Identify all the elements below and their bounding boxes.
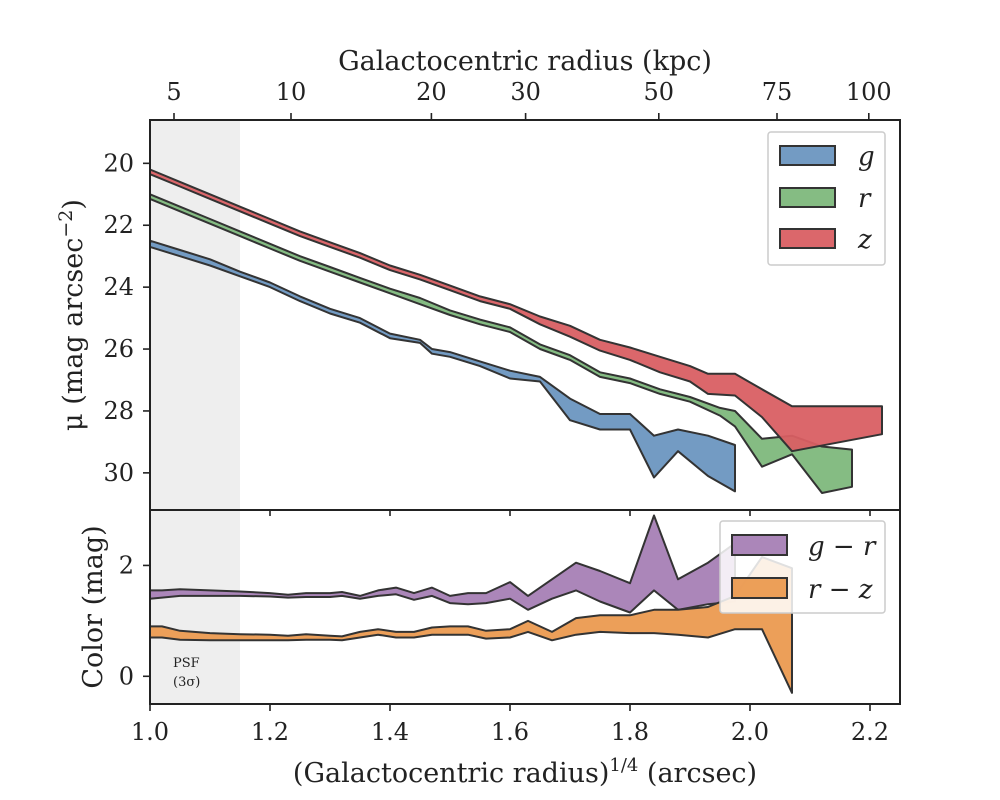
legend-swatch-g [779, 145, 836, 166]
psf-sigma-label: (3σ) [173, 675, 200, 690]
y-tick-label: 28 [103, 397, 134, 425]
x-tick-label: 2.0 [731, 718, 769, 746]
kpc-tick-label: 100 [846, 78, 892, 106]
mu-band-z [149, 168, 883, 453]
legend-label-z: z [857, 225, 872, 255]
psf-shaded-region [150, 120, 240, 510]
legend-label-g: g [858, 142, 875, 172]
y-tick-label: 22 [103, 211, 134, 239]
y-tick-label: 30 [103, 459, 134, 487]
legend-swatch-r-z [731, 577, 788, 599]
kpc-tick-label: 20 [416, 78, 447, 106]
kpc-tick-label: 5 [166, 78, 181, 106]
legend-swatch-r [779, 187, 836, 208]
x-tick-label: 1.0 [131, 718, 169, 746]
x-tick-label: 1.6 [491, 718, 529, 746]
mu-band-r [149, 193, 853, 494]
y-tick-label: 24 [103, 273, 134, 301]
bottom-y-ticks: 02 [119, 551, 150, 690]
x-tick-label: 2.2 [851, 718, 889, 746]
kpc-tick-label: 75 [762, 78, 793, 106]
top-x-axis-title: Galactocentric radius (kpc) [338, 46, 712, 77]
bottom-plot-frame [149, 509, 901, 705]
color-band-rz [149, 556, 793, 694]
x-tick-label: 1.4 [371, 718, 409, 746]
bottom-x-axis-title: (Galactocentric radius)1/4 (arcsec) [293, 755, 757, 789]
legend-swatch-z [779, 228, 836, 249]
bottom-y-axis-title: Color (mag) [78, 525, 109, 688]
top-y-ticks: 20 22 24 26 28 30 [103, 149, 150, 487]
y-tick-label: 20 [103, 149, 134, 177]
bottom-legend: g − r r − z [719, 520, 886, 614]
psf-shaded-region-bottom [150, 510, 240, 704]
kpc-tick-label: 50 [644, 78, 675, 106]
x-tick-label: 1.2 [251, 718, 289, 746]
legend-label-r: r [858, 184, 872, 214]
color-y-tick-label: 0 [119, 662, 134, 690]
y-tick-label: 26 [103, 335, 134, 363]
legend-swatch-g-r [731, 534, 788, 556]
color-panel: 02 1.0 1.2 1.4 1.6 1.8 2.0 2.2 (Galactocentric… [78, 509, 901, 789]
surface-brightness-bands [149, 168, 883, 494]
legend-label-g-r: g − r [808, 532, 877, 562]
top-legend: g r z [767, 131, 886, 266]
kpc-tick-label: 10 [276, 78, 307, 106]
color-y-tick-label: 2 [119, 551, 134, 579]
psf-label: PSF [173, 656, 200, 671]
kpc-tick-label: 30 [510, 78, 541, 106]
top-y-axis-title: μ (mag arcsec−2) [55, 199, 89, 431]
bottom-x-ticks: 1.0 1.2 1.4 1.6 1.8 2.0 2.2 [131, 704, 889, 746]
mu-band-g [149, 239, 736, 493]
top-kpc-ticks: 5 10 20 30 50 75 100 [166, 78, 892, 120]
legend-label-r-z: r − z [808, 575, 873, 605]
x-tick-label: 1.8 [611, 718, 649, 746]
